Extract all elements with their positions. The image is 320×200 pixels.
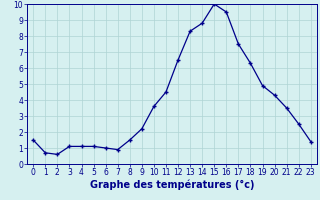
X-axis label: Graphe des températures (°c): Graphe des températures (°c) — [90, 180, 254, 190]
